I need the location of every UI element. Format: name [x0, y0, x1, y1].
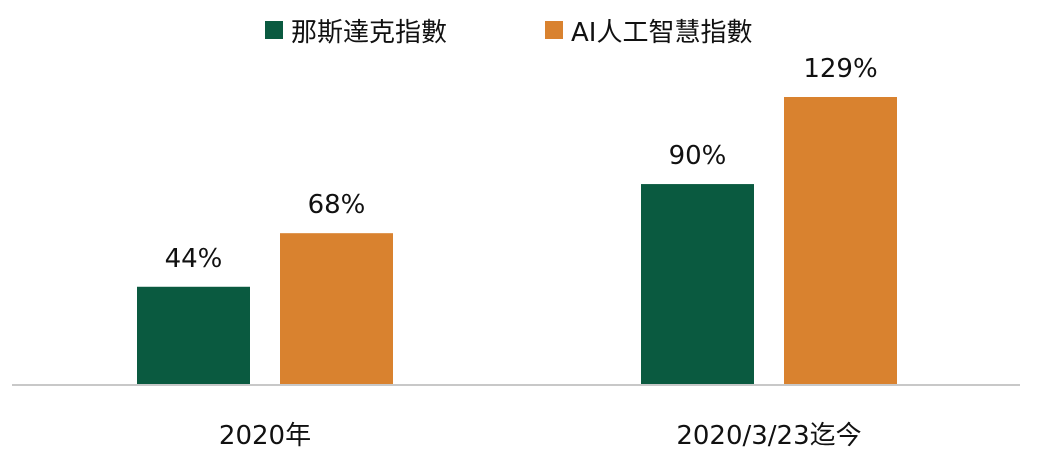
legend-swatch-ai: [545, 21, 563, 39]
x-tick-labels-group: 2020年 2020/3/23迄今: [219, 421, 862, 451]
value-label-ai-1: 129%: [803, 54, 877, 84]
legend-swatch-nasdaq: [265, 21, 283, 39]
bar-nasdaq-1: [641, 184, 754, 385]
x-tick-label-1: 2020/3/23迄今: [676, 421, 861, 451]
value-label-ai-0: 68%: [308, 190, 366, 220]
value-labels-group: 44% 68% 90% 129%: [165, 54, 878, 274]
x-tick-label-0: 2020年: [219, 421, 311, 451]
chart-legend: 那斯達克指數 AI人工智慧指數: [265, 18, 752, 48]
bar-nasdaq-0: [137, 286, 250, 385]
value-label-nasdaq-0: 44%: [165, 244, 223, 274]
bars-group: [137, 97, 897, 385]
bar-ai-0: [280, 233, 393, 385]
value-label-nasdaq-1: 90%: [669, 141, 727, 171]
bar-ai-1: [784, 97, 897, 385]
legend-label-ai: AI人工智慧指數: [571, 18, 752, 48]
legend-label-nasdaq: 那斯達克指數: [291, 18, 447, 48]
